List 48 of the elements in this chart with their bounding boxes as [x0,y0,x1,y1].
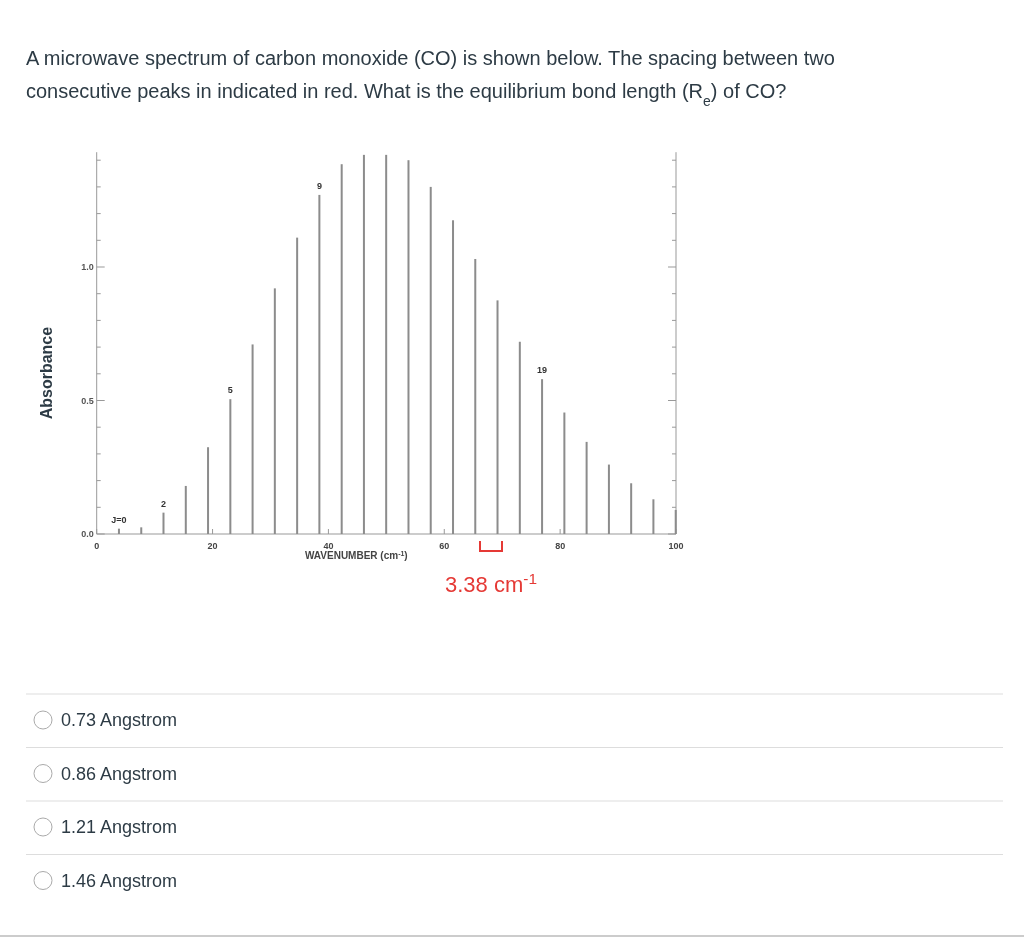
bar [273,288,276,534]
annotation: J=0 [111,514,127,525]
bar [652,499,655,534]
bar [362,154,365,534]
text: 0.86 Angstrom [61,763,178,784]
bar [385,154,388,534]
bar [162,512,165,534]
bar [251,344,254,534]
x-tick-label: 40 [323,541,334,551]
bar [229,399,232,534]
annotation: 2 [160,498,166,509]
text: 3.38 cm$^{-1}$ [445,569,537,597]
y-axis-title: Absorbance [38,326,55,420]
bar [630,483,633,534]
bar [429,186,432,534]
text: 0.73 Angstrom [61,710,178,730]
text: 1.46 Angstrom [61,870,178,891]
bar [607,464,610,534]
bar [117,528,120,534]
bar [563,412,566,534]
bar [452,220,455,534]
bar [296,237,299,534]
x-tick-label: 20 [207,541,218,551]
x-tick-label: 80 [555,541,566,551]
x-axis-title: WAVENUMBER (cm$^{-1}$) [304,549,408,561]
x-tick-label: 100 [668,541,684,551]
bar [407,160,410,534]
bar [184,485,187,534]
bar [207,447,210,534]
x-tick-label: 60 [439,541,450,551]
annotation: 5 [227,385,233,396]
annotation: 19 [537,365,548,376]
bar [585,441,588,534]
text: 1.21 Angstrom [61,817,178,837]
y-tick-label: 0.0 [81,529,94,539]
bar [140,527,143,534]
bar [318,194,321,534]
bar [474,258,477,534]
bar [340,164,343,534]
annotation: 9 [316,180,322,191]
y-tick-label: 0.5 [81,395,94,406]
bar [518,341,521,534]
chart-title: A microwave spectrum of carbon monoxide (CO) is shown below. The spacing between two consecutive peaks in indicated in red. What is the equilibrium bond length (R$_{e}$) of CO? [26,47,835,109]
bar [496,300,499,534]
bar [541,379,544,534]
bar [674,509,677,534]
y-tick-label: 1.0 [81,262,94,272]
x-tick-label: 0 [94,541,100,551]
